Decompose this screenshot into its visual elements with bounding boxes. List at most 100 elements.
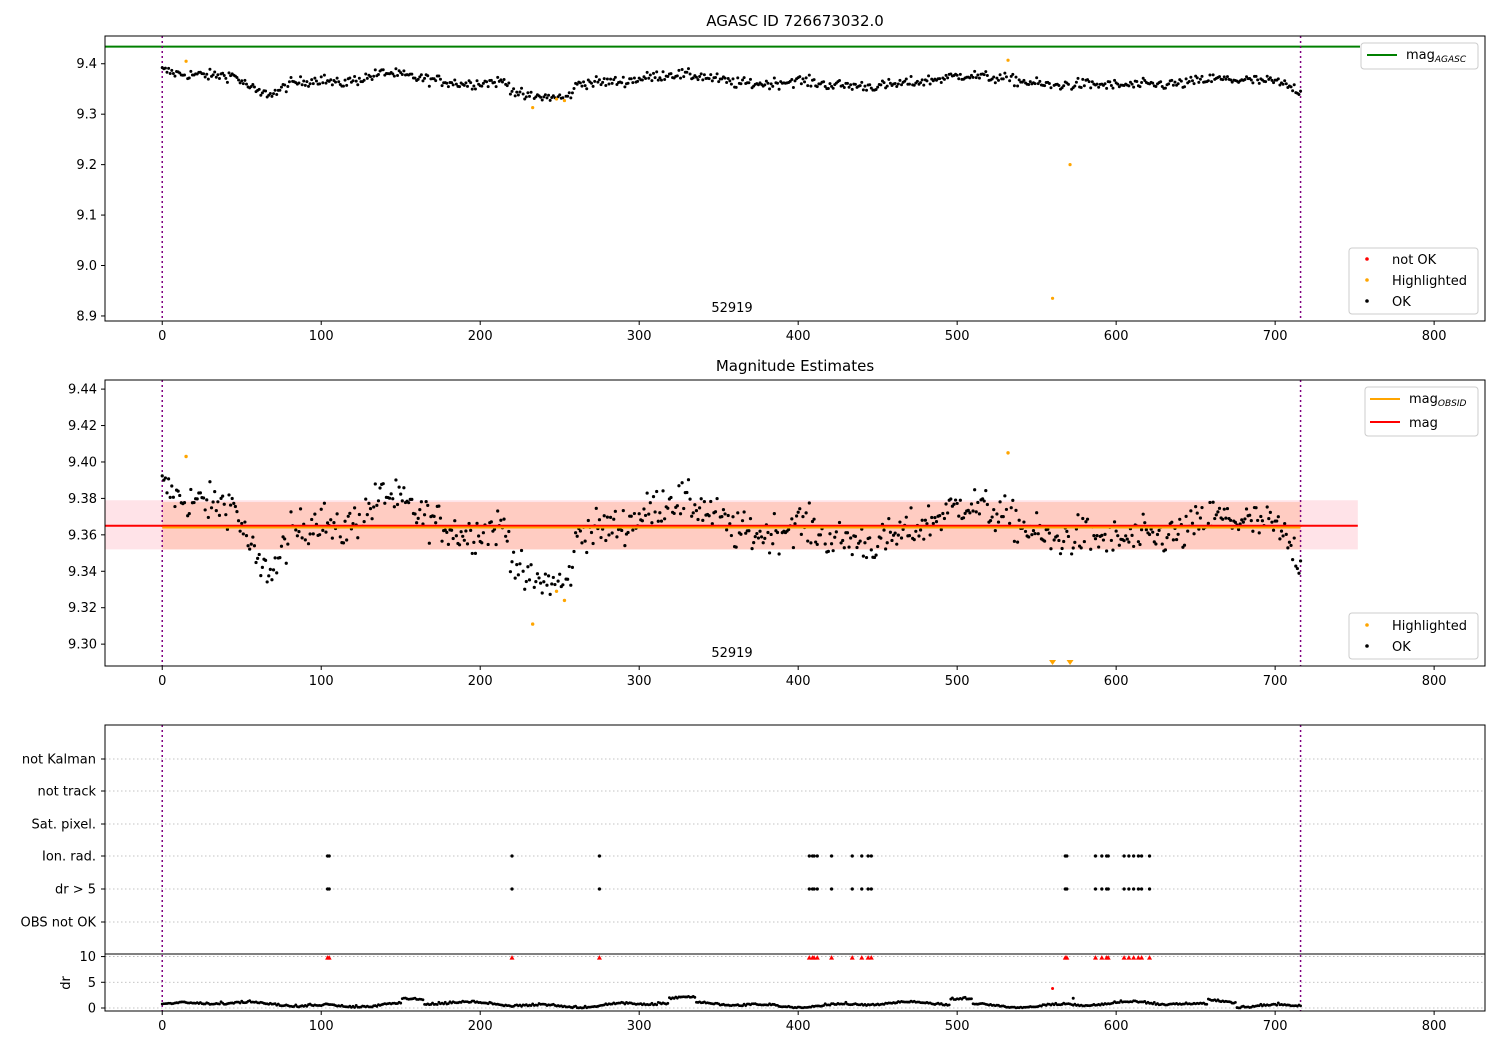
ok-point — [686, 478, 691, 482]
ok-point — [723, 512, 727, 516]
ok-point — [1178, 517, 1182, 521]
ok-point — [839, 541, 843, 545]
ok-point — [893, 81, 897, 85]
ok-point — [709, 73, 713, 77]
ok-point — [205, 72, 209, 76]
ok-point — [308, 82, 312, 86]
ok-point — [702, 499, 706, 504]
ok-point — [362, 520, 366, 524]
dr-clipped-marker — [1092, 955, 1098, 960]
dr-clipped-marker — [1126, 955, 1132, 960]
ok-point — [938, 514, 942, 518]
ok-point — [244, 82, 248, 86]
panel2-legend-points-box — [1348, 612, 1479, 660]
ok-point — [459, 530, 463, 534]
ok-point — [790, 517, 794, 521]
ok-point — [1143, 521, 1147, 525]
ok-point — [776, 81, 780, 85]
ok-point — [974, 510, 978, 514]
ok-point — [160, 474, 164, 478]
ok-point — [383, 501, 387, 505]
ok-point — [597, 518, 602, 522]
ok-point — [1195, 511, 1199, 515]
ok-point — [322, 73, 326, 77]
ok-point — [397, 485, 401, 489]
ok-point — [445, 530, 449, 535]
ok-point — [831, 86, 835, 90]
ok-point — [815, 542, 819, 547]
ok-point — [286, 84, 290, 88]
ok-point — [205, 498, 209, 502]
ok-point — [376, 499, 381, 503]
flag-event-point — [1136, 854, 1141, 858]
ok-point — [325, 521, 330, 525]
ok-point — [163, 476, 168, 480]
ok-point — [1136, 540, 1141, 544]
ok-point — [958, 498, 962, 502]
ok-point — [887, 517, 891, 521]
ok-point — [938, 77, 942, 81]
ok-point — [1289, 85, 1293, 89]
ok-point — [238, 529, 242, 533]
ok-point — [438, 516, 443, 520]
ok-point — [661, 489, 665, 493]
ok-point — [699, 497, 703, 501]
ok-point — [920, 518, 924, 522]
dr-point — [1275, 1003, 1279, 1007]
ok-point — [335, 76, 339, 80]
ok-point — [726, 513, 730, 518]
x-tick-label: 0 — [158, 329, 166, 344]
ok-point — [211, 73, 215, 77]
legend2-ok-marker — [1365, 644, 1369, 648]
ok-point — [1270, 78, 1274, 82]
ok-point — [1138, 85, 1142, 89]
ok-point — [1017, 78, 1021, 82]
ok-point — [996, 520, 1001, 524]
ok-point — [766, 530, 770, 535]
ok-point — [707, 514, 711, 518]
ok-point — [612, 517, 616, 521]
ok-point — [396, 74, 400, 78]
ok-point — [475, 79, 479, 83]
ok-point — [443, 528, 447, 532]
ok-point — [519, 548, 524, 553]
ok-point — [575, 82, 579, 86]
ok-point — [1022, 78, 1026, 82]
ok-point — [375, 503, 379, 507]
ok-point — [594, 75, 598, 79]
ok-point — [898, 520, 902, 524]
ok-point — [799, 532, 803, 536]
dr-tick-label: 10 — [79, 950, 96, 965]
ok-point — [513, 94, 517, 98]
ok-point — [213, 70, 217, 74]
ok-point — [596, 80, 600, 84]
ok-point — [529, 90, 533, 94]
dr-point — [1205, 1002, 1209, 1006]
ok-point — [515, 90, 519, 94]
dr-point — [1233, 1000, 1237, 1004]
ok-point — [605, 77, 609, 81]
ok-point — [573, 531, 578, 535]
ok-point — [473, 87, 477, 91]
ok-point — [977, 76, 981, 80]
ok-point — [236, 519, 241, 523]
ok-point — [182, 500, 187, 505]
dr-clipped-marker — [1121, 955, 1127, 960]
ok-point — [335, 512, 339, 516]
ok-point — [626, 81, 630, 85]
ok-point — [1011, 72, 1015, 76]
ok-point — [984, 488, 988, 493]
ok-point — [1122, 539, 1126, 543]
legend-ok-marker — [1365, 299, 1369, 303]
ok-point — [1221, 78, 1225, 82]
y-tick-label: 9.30 — [68, 638, 97, 653]
ok-point — [669, 495, 673, 500]
ok-point — [1211, 73, 1215, 77]
ok-point — [714, 76, 718, 80]
ok-point — [647, 76, 651, 80]
ok-point — [391, 72, 395, 76]
panel1-obsid-label: 52919 — [711, 301, 752, 316]
ok-point — [1144, 528, 1148, 532]
dr-point — [218, 1002, 221, 1006]
ok-point — [1267, 516, 1271, 521]
